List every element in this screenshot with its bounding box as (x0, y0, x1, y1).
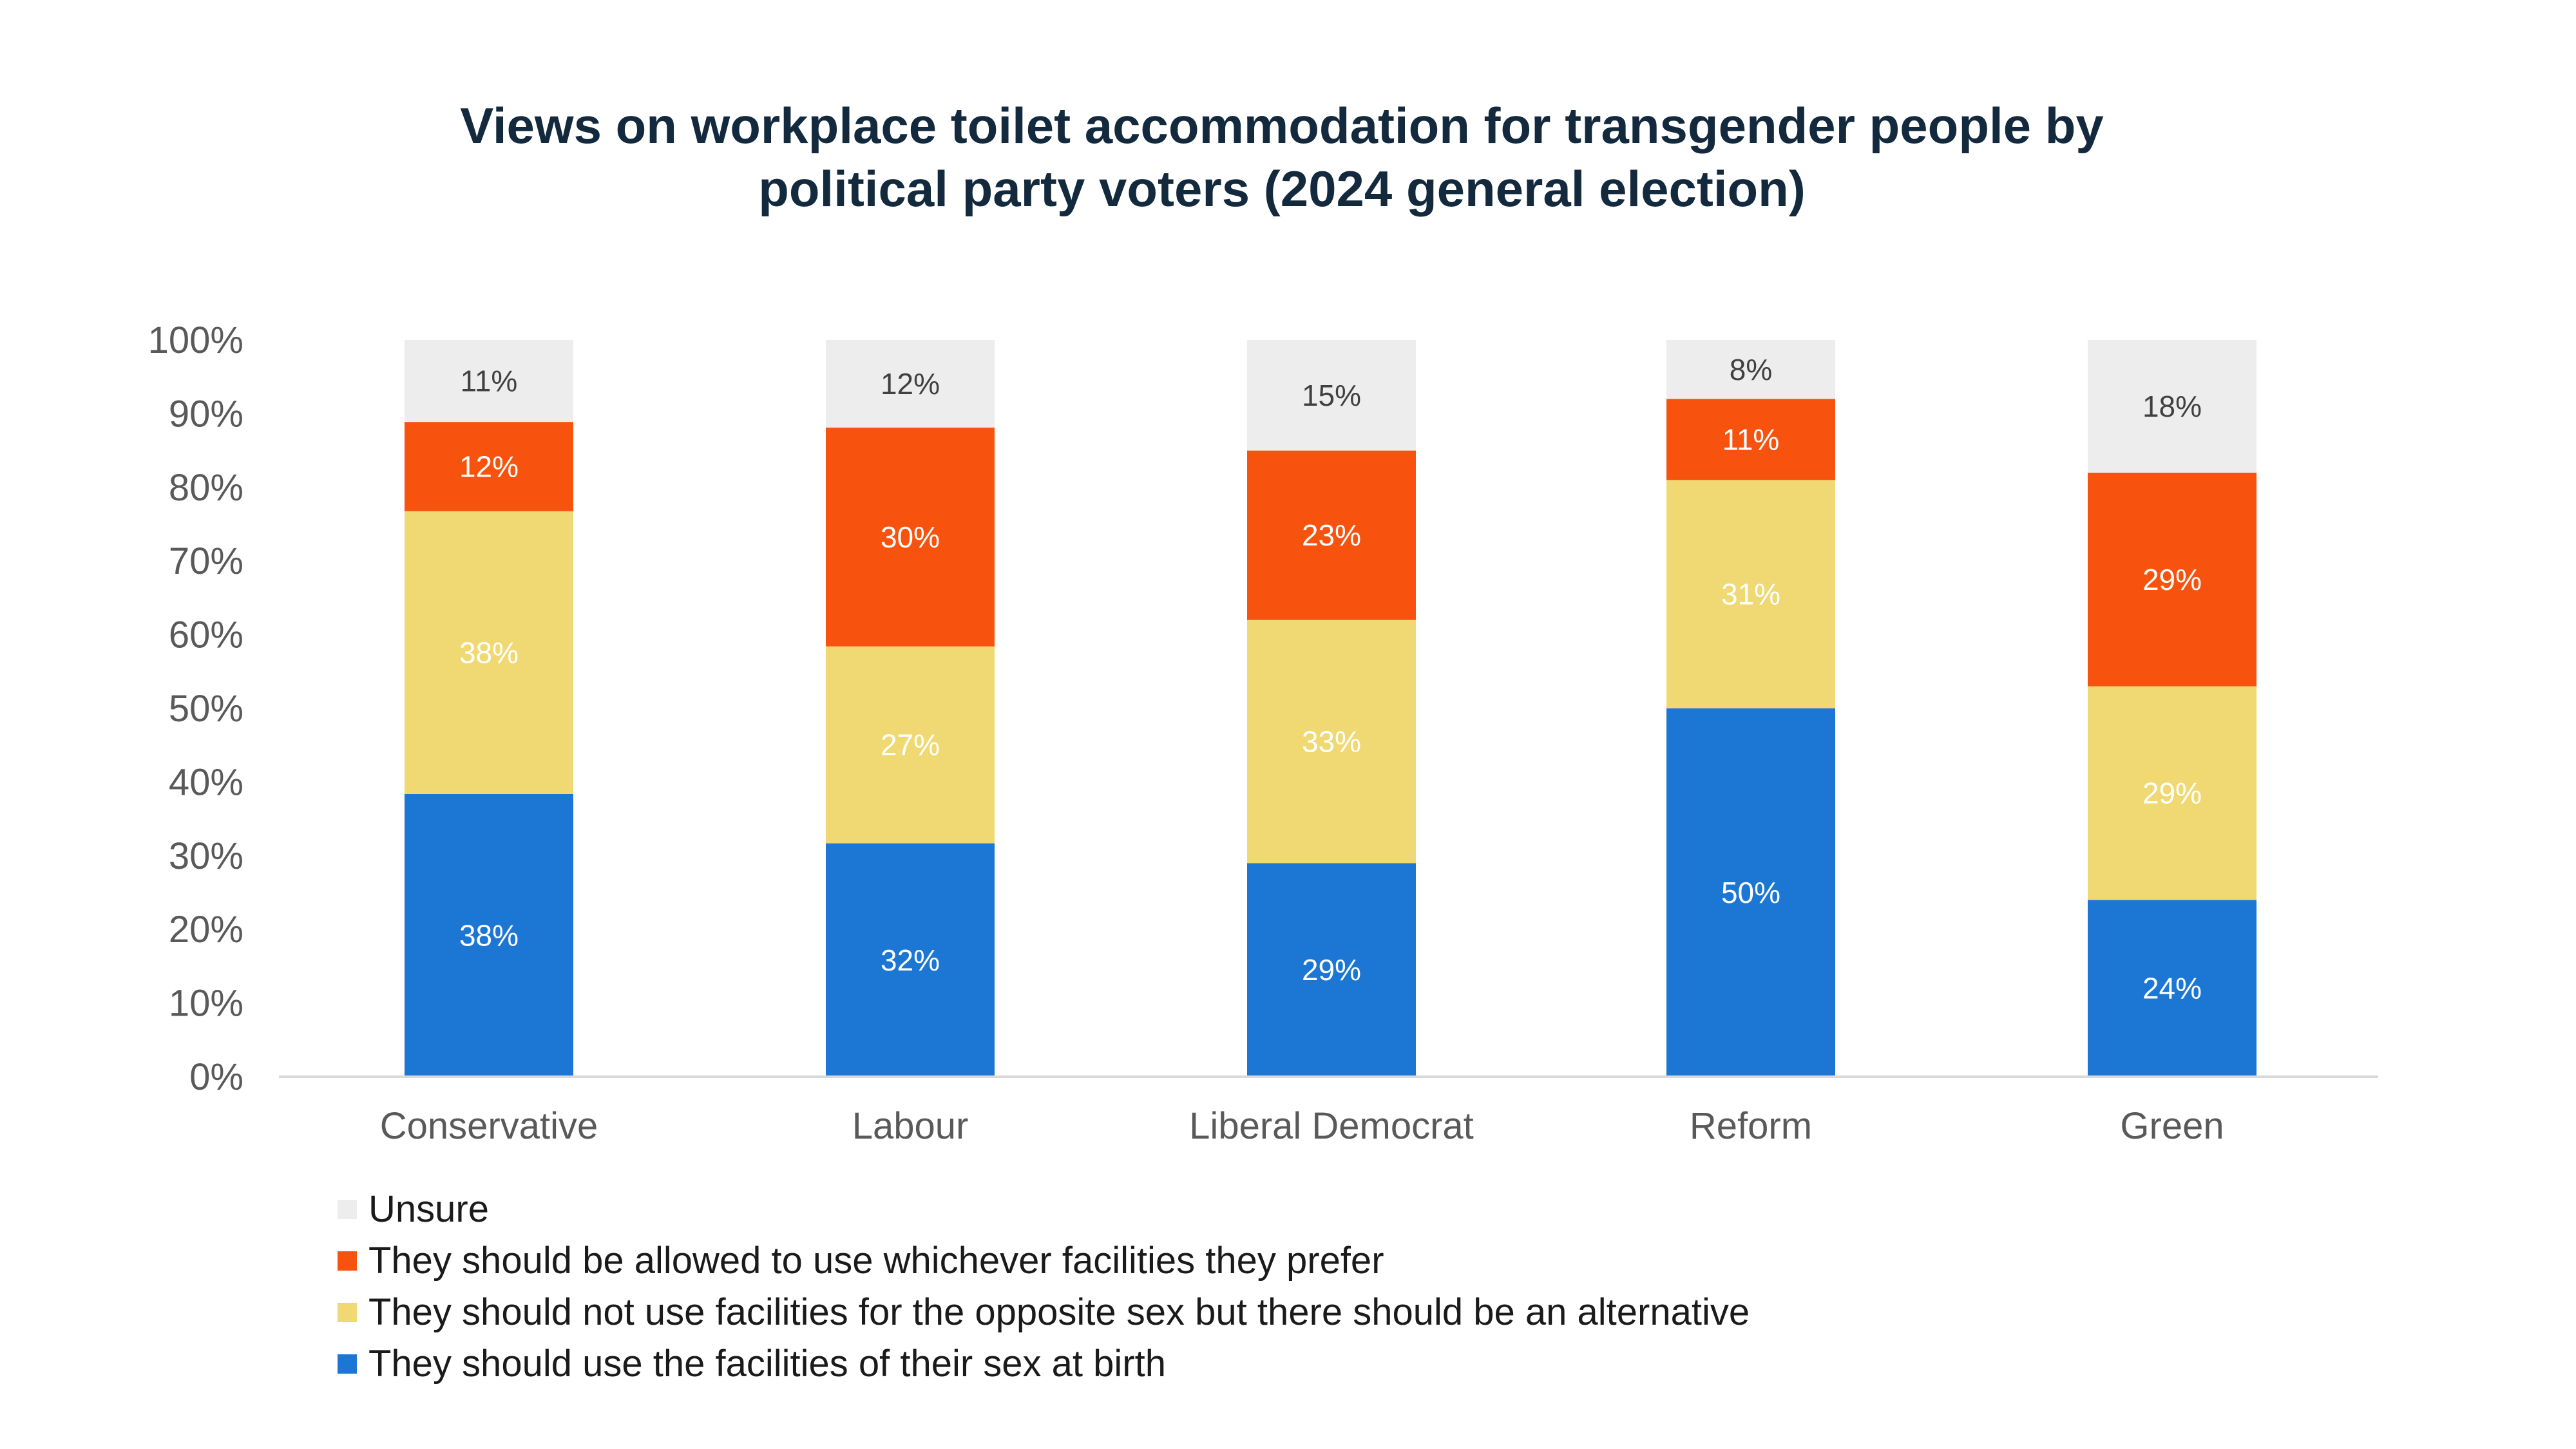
bar-segment (826, 340, 995, 428)
data-label: 29% (2142, 777, 2202, 810)
y-tick-label: 80% (169, 467, 243, 509)
data-label: 15% (1302, 379, 1361, 412)
bar-segment (2088, 686, 2256, 900)
bar-segment (1666, 340, 1835, 399)
bar-segment (1666, 480, 1835, 708)
chart-title-line-2: political party voters (2024 general ele… (758, 160, 1806, 217)
x-category-label: Reform (1690, 1105, 1812, 1147)
legend-label: They should be allowed to use whichever … (368, 1240, 1384, 1282)
data-label: 18% (2142, 390, 2202, 423)
legend-swatch (338, 1354, 357, 1374)
y-tick-label: 70% (169, 540, 243, 582)
data-label: 38% (459, 636, 519, 669)
data-label: 29% (1302, 953, 1361, 987)
y-tick-label: 10% (169, 983, 243, 1025)
data-label: 12% (459, 450, 519, 483)
legend-label: They should use the facilities of their … (368, 1343, 1166, 1385)
bar-segment (826, 427, 995, 647)
bar-segment (2088, 900, 2256, 1077)
bar-segment (1247, 620, 1416, 864)
legend-swatch (338, 1200, 357, 1219)
legend-swatch (338, 1303, 357, 1322)
bar-segment (1247, 340, 1416, 451)
bar-segment (1666, 708, 1835, 1077)
y-tick-label: 90% (169, 393, 243, 435)
data-label: 24% (2142, 972, 2202, 1005)
x-category-label: Liberal Democrat (1189, 1105, 1474, 1147)
chart-title-line-1: Views on workplace toilet accommodation … (460, 97, 2103, 154)
bar-segment (826, 843, 995, 1077)
data-label: 11% (461, 365, 518, 398)
data-label: 12% (881, 367, 940, 401)
data-label: 31% (1721, 578, 1780, 611)
data-label: 11% (1722, 422, 1780, 456)
legend-label: They should not use facilities for the o… (368, 1291, 1750, 1333)
bar-segment (2088, 472, 2256, 687)
y-tick-label: 0% (189, 1056, 243, 1098)
data-label: 29% (2142, 563, 2202, 596)
bar-segment (1666, 399, 1835, 480)
legend-swatch (338, 1251, 357, 1271)
y-tick-label: 60% (169, 614, 243, 656)
data-label: 32% (881, 943, 940, 977)
data-label: 27% (881, 728, 940, 762)
bar-segment (405, 422, 573, 511)
data-label: 8% (1730, 353, 1772, 386)
y-tick-label: 40% (169, 761, 243, 803)
data-label: 30% (881, 520, 940, 554)
bar-segment (2088, 340, 2256, 473)
y-tick-label: 100% (148, 319, 243, 361)
bar-segment (1247, 863, 1416, 1077)
data-label: 50% (1721, 876, 1780, 909)
data-label: 23% (1302, 518, 1361, 552)
y-tick-label: 20% (169, 909, 243, 951)
bar-segment (405, 511, 573, 794)
x-category-label: Conservative (380, 1105, 598, 1147)
bar-segment (405, 340, 573, 422)
legend-label: Unsure (368, 1188, 489, 1230)
y-tick-label: 50% (169, 688, 243, 730)
data-label: 38% (459, 918, 519, 952)
y-tick-label: 30% (169, 835, 243, 877)
bar-segment (405, 793, 573, 1077)
bar-segment (1247, 450, 1416, 620)
x-category-label: Green (2120, 1105, 2224, 1147)
bar-segment (826, 646, 995, 844)
data-label: 33% (1302, 724, 1361, 758)
x-category-label: Labour (852, 1105, 969, 1147)
